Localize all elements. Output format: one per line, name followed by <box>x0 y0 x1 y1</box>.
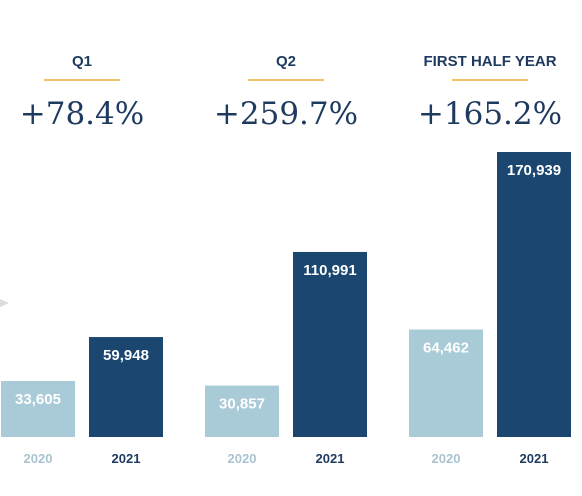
bar-value-label: 110,991 <box>303 262 356 279</box>
panel-change-percent: +259.7% <box>214 96 358 132</box>
panel-title: FIRST HALF YEAR <box>423 53 556 70</box>
x-tick-label: 2021 <box>316 451 345 466</box>
bar-2021 <box>497 152 571 437</box>
bar-2021 <box>89 337 163 437</box>
chart-panel: Q1 +78.4% 33,605 2020 59,948 2021 <box>1 53 163 466</box>
x-tick-label: 2020 <box>228 451 257 466</box>
x-tick-label: 2020 <box>432 451 461 466</box>
panel-title: Q1 <box>72 53 92 70</box>
bar-value-label: 59,948 <box>103 347 149 364</box>
x-tick-label: 2021 <box>520 451 549 466</box>
bar-2020 <box>1 380 75 437</box>
x-tick-label: 2021 <box>112 451 141 466</box>
chart-panel: Q2 +259.7% 30,857 2020 110,991 2021 <box>205 53 367 466</box>
bar-value-label: 64,462 <box>423 340 469 357</box>
bar-value-label: 33,605 <box>15 391 61 408</box>
panel-title: Q2 <box>276 53 296 70</box>
x-tick-label: 2020 <box>24 451 53 466</box>
left-edge-arrow-icon <box>0 299 9 307</box>
chart-panels: Q1 +78.4% 33,605 2020 59,948 2021 Q2 +259.7% 30,… <box>1 53 571 466</box>
bar-2020 <box>409 329 483 437</box>
bar-value-label: 30,857 <box>219 396 265 413</box>
panel-change-percent: +78.4% <box>20 96 144 132</box>
panel-change-percent: +165.2% <box>418 96 562 132</box>
chart-panel: FIRST HALF YEAR +165.2% 64,462 2020 170,939 2… <box>409 53 571 466</box>
bar-2020 <box>205 385 279 437</box>
bar-2021 <box>293 251 367 437</box>
bar-value-label: 170,939 <box>507 162 561 179</box>
